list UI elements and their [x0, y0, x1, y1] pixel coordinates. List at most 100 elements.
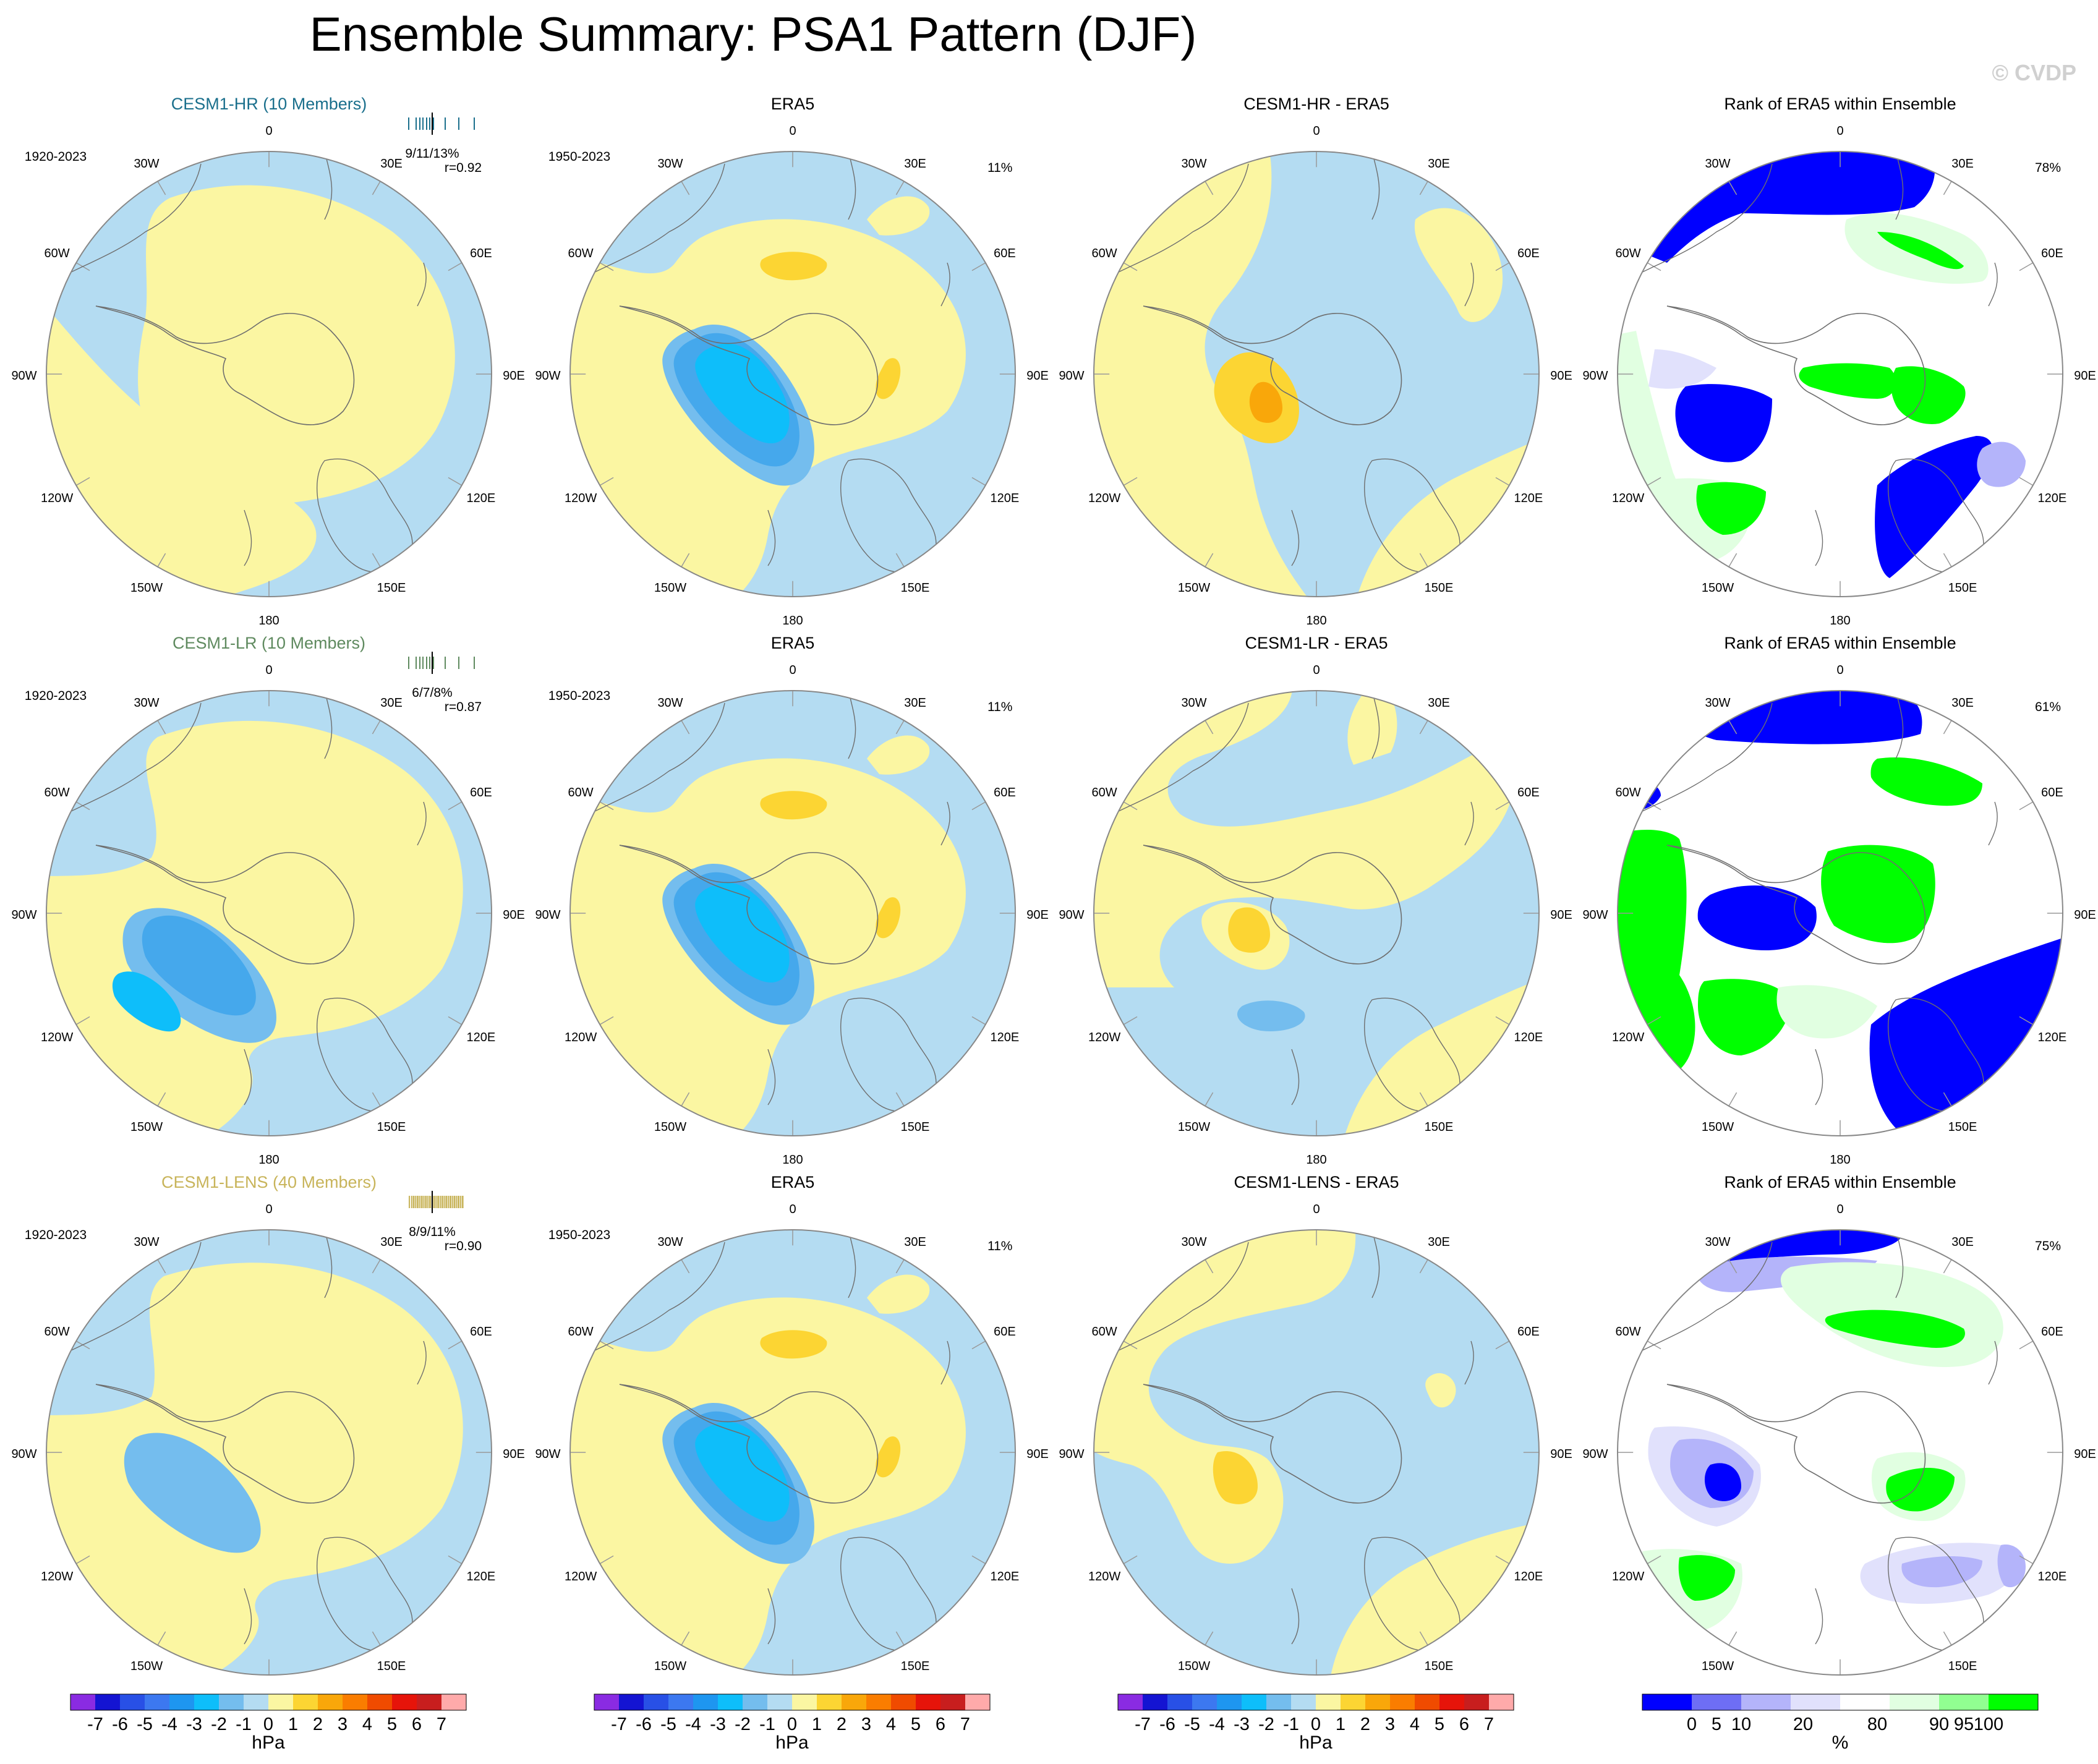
meridian-tick — [971, 1340, 986, 1350]
south-america-coastline — [1112, 1242, 1249, 1354]
longitude-label: 150W — [1702, 1660, 1734, 1673]
longitude-label: 60W — [45, 1325, 70, 1339]
colorbar-tick-label: -6 — [112, 1715, 128, 1734]
longitude-label: 120W — [1612, 492, 1644, 505]
colorbar-swatch — [441, 1694, 466, 1710]
meridian-tick — [1419, 1631, 1428, 1646]
longitude-label: 60W — [568, 786, 594, 799]
map-disc — [1094, 691, 1539, 1136]
positive-anomaly — [867, 735, 930, 775]
longitude-label: 150E — [901, 581, 930, 595]
colorbar-tick-label: -4 — [685, 1715, 701, 1734]
meridian-tick — [157, 181, 166, 195]
meridian-tick — [599, 477, 614, 486]
panel-title: Rank of ERA5 within Ensemble — [1724, 95, 1956, 113]
longitude-label: 150W — [1178, 1120, 1210, 1134]
longitude-label: 30W — [1181, 696, 1206, 710]
colorbar-tick-label: 0 — [263, 1715, 273, 1734]
colorbar-unit-label: hPa — [775, 1732, 809, 1753]
new-zealand-coastline — [1291, 1049, 1300, 1106]
meridian-tick — [1495, 477, 1510, 486]
colorbar-unit-label: hPa — [1299, 1732, 1333, 1753]
antarctica-coastline — [1666, 305, 1926, 425]
colorbar-swatch — [668, 1694, 693, 1710]
longitude-label: 60E — [1517, 247, 1540, 260]
longitude-label: 120W — [565, 1031, 597, 1044]
longitude-label: 60W — [1616, 247, 1641, 260]
negative-anomaly-core — [695, 882, 790, 983]
colorbar-tick-label: 10 — [1731, 1715, 1751, 1734]
colorbar-swatch — [1143, 1694, 1167, 1710]
longitude-label: 90E — [1026, 908, 1049, 922]
longitude-label: 120E — [2038, 1570, 2067, 1583]
longitude-label: 90W — [1059, 369, 1084, 383]
panel-era5-row2: ERA5 0 30E 60E 90E 120E 150E 180 150W 120W 90W 60W 3… — [535, 634, 1048, 1167]
negative-anomaly — [124, 1433, 261, 1553]
longitude-label: 90E — [2074, 369, 2096, 383]
colorbar-tick-label: 2 — [1360, 1715, 1370, 1734]
colorbar-swatch — [1439, 1694, 1464, 1710]
south-america-coastline — [1635, 702, 1773, 815]
longitude-label: 120W — [41, 492, 73, 505]
colorbar-tick-label: 95 — [1954, 1715, 1974, 1734]
longitude-label: 30W — [1181, 157, 1206, 171]
longitude-label: 120W — [1088, 1031, 1120, 1044]
longitude-label: 180 — [258, 614, 279, 628]
panel-title: Rank of ERA5 within Ensemble — [1724, 1173, 1956, 1191]
longitude-label: 90E — [503, 908, 525, 922]
rank-patch — [1675, 384, 1772, 462]
colorbar-swatch — [244, 1694, 268, 1710]
colorbar-swatch — [120, 1694, 145, 1710]
panel-title: CESM1-HR - ERA5 — [1243, 95, 1389, 113]
longitude-label: 30W — [1705, 1235, 1730, 1249]
longitude-label: 60E — [2041, 247, 2063, 260]
antarctica-coastline — [1143, 305, 1402, 425]
positive-anomaly-core — [760, 252, 827, 281]
negative-anomaly-core — [695, 1421, 790, 1522]
ensemble-tick-strip — [408, 652, 475, 674]
meridian-tick — [75, 1016, 90, 1025]
colorbar-tick-label: 2 — [313, 1715, 323, 1734]
meridian-tick — [372, 1631, 381, 1646]
colorbar-tick-label: -6 — [1159, 1715, 1175, 1734]
longitude-label: 60W — [1616, 1325, 1641, 1339]
meridian-tick — [2019, 1016, 2034, 1025]
colorbar-swatch — [1341, 1694, 1365, 1710]
variance-explained-label: 61% — [2035, 700, 2061, 714]
panel-model-row1: CESM1-HR (10 Members) 0 30E 60E 90E 120E 150E 1… — [11, 95, 524, 628]
longitude-label: 180 — [258, 1153, 279, 1167]
longitude-label: 60W — [568, 247, 594, 260]
longitude-label: 90E — [1026, 1447, 1049, 1461]
colorbar-swatch — [644, 1694, 668, 1710]
colorbar-swatch — [842, 1694, 866, 1710]
south-america-coastline — [588, 1242, 725, 1354]
south-america-coastline — [64, 163, 202, 276]
longitude-label: 30W — [1705, 696, 1730, 710]
longitude-label: 150W — [130, 1660, 163, 1673]
longitude-label: 90E — [1026, 369, 1049, 383]
longitude-label: 30E — [1951, 696, 1974, 710]
longitude-label: 150W — [1178, 1660, 1210, 1673]
positive-difference-core — [1228, 907, 1270, 953]
colorbar-swatch — [367, 1694, 392, 1710]
longitude-label: 150E — [901, 1120, 930, 1134]
period-label: 1950-2023 — [548, 689, 610, 703]
longitude-label: 90E — [1550, 908, 1572, 922]
rank-patch — [1891, 366, 1966, 424]
meridian-tick — [1205, 553, 1214, 568]
rank-patch — [1821, 845, 1935, 944]
colorbar-tick-label: -5 — [1184, 1715, 1200, 1734]
longitude-label: 60W — [1092, 786, 1117, 799]
colorbar-swatch — [792, 1694, 817, 1710]
meridian-tick — [681, 720, 690, 735]
new-zealand-coastline — [1815, 509, 1823, 566]
rank-patch — [1689, 691, 1922, 744]
colorbar-swatch — [268, 1694, 293, 1710]
colorbar-swatch — [1890, 1694, 1939, 1710]
longitude-label: 120E — [467, 492, 496, 505]
longitude-label: 60W — [45, 247, 70, 260]
colorbar-swatch — [70, 1694, 95, 1710]
longitude-label: 60W — [1616, 786, 1641, 799]
meridian-tick — [448, 1555, 463, 1564]
